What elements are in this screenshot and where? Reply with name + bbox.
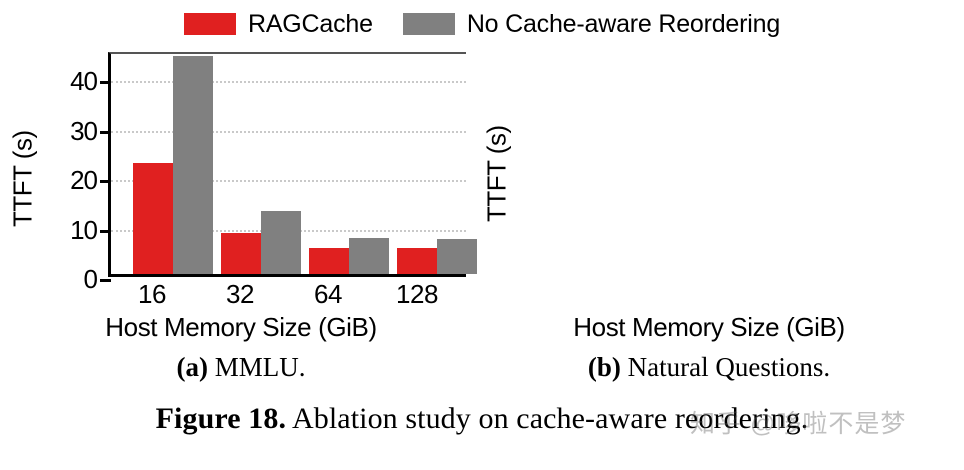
figure-caption-prefix: Figure 18. [155,402,287,435]
subcaption-a-prefix: (a) [176,352,208,382]
panel-a-bars [111,54,477,274]
xticklabel-a-64: 64 [314,279,342,309]
bar-a-ragcache-16 [133,162,173,274]
bar-a-ragcache-32 [221,232,261,274]
ytick-a-10 [100,229,111,233]
panel-a-y-axis-label: TTFT (s) [7,130,38,228]
bar-a-ragcache-64 [309,247,349,274]
legend-label-no-cache-aware-reordering: No Cache-aware Reordering [466,9,781,38]
subcaption-b-text: Natural Questions. [620,352,831,382]
legend-item-no-cache-aware-reordering: No Cache-aware Reordering [402,9,781,39]
panel-b-y-axis-label: TTFT (s) [481,125,512,223]
bar-a-ragcache-128 [397,248,437,274]
bar-a-nocache-64 [349,237,389,274]
ytick-a-0 [100,279,111,282]
red-square-swatch [183,13,236,35]
legend-item-ragcache: RAGCache [183,9,373,39]
subcaptions: (a) MMLU. (b) Natural Questions. [0,352,964,386]
xticklabel-a-16: 16 [138,279,166,309]
panel-b-x-axis-label: Host Memory Size (GiB) [573,312,845,342]
panel-b-natural-questions: TTFT (s) 0 5 10 40 50 80 // // [468,44,950,344]
xticklabel-a-128: 128 [396,279,438,309]
yticklabel-a-0: 0 [83,264,99,294]
panel-a-x-axis-label: Host Memory Size (GiB) [105,312,377,342]
panel-a-plot-area: 0 10 20 30 40 [70,52,477,292]
yticklabel-a-20: 20 [70,165,98,196]
xticklabel-a-32: 32 [226,279,254,309]
figure-caption: Figure 18. Ablation study on cache-aware… [0,402,964,436]
panel-a-mmlu: TTFT (s) 0 10 20 30 40 [0,44,482,344]
ytick-a-40 [100,81,111,85]
bar-a-nocache-32 [261,211,301,274]
subcaption-a-text: MMLU. [207,352,306,382]
subcaption-b-prefix: (b) [587,352,621,382]
bar-a-nocache-128 [437,239,477,274]
legend-label-ragcache: RAGCache [247,9,373,38]
yticklabel-a-40: 40 [70,66,98,97]
yticklabel-a-10: 10 [70,214,98,245]
figure-caption-text: Ablation study on cache-aware reordering… [286,402,809,435]
subcaption-a: (a) MMLU. [0,352,482,383]
ytick-a-30 [100,130,111,134]
gray-square-swatch [402,13,455,35]
chart-panels: TTFT (s) 0 10 20 30 40 [0,44,964,344]
yticklabel-a-30: 30 [70,115,98,146]
ytick-a-20 [100,180,111,184]
chart-legend: RAGCache No Cache-aware Reordering [0,6,964,42]
subcaption-b: (b) Natural Questions. [468,352,950,383]
bar-a-nocache-16 [173,56,213,274]
